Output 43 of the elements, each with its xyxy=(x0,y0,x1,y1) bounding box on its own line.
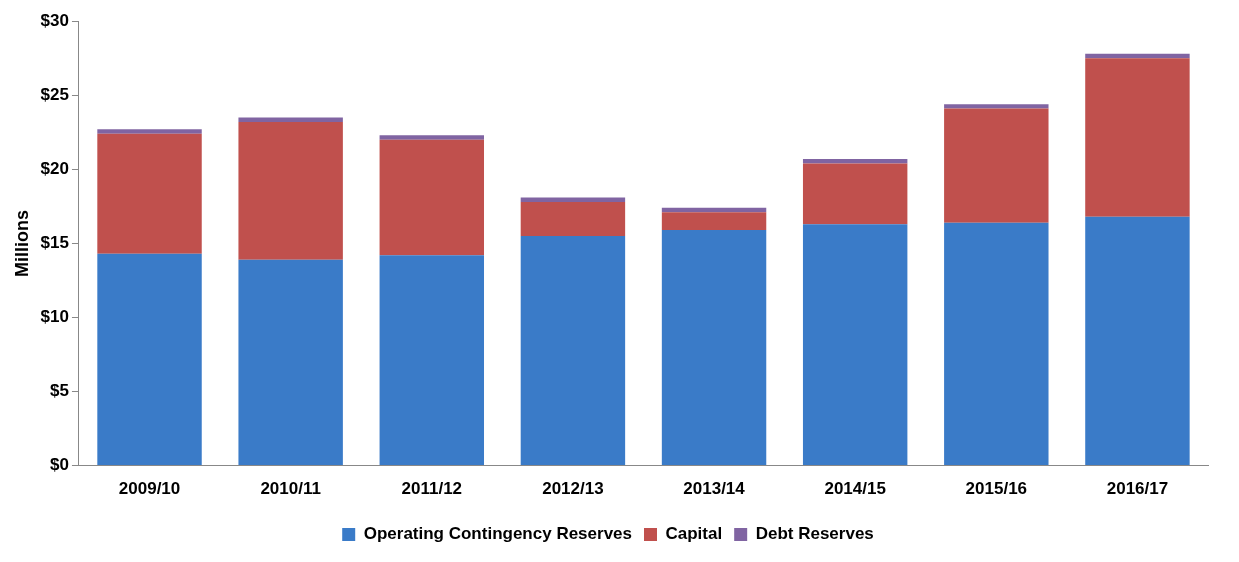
bar xyxy=(802,163,908,225)
bar xyxy=(379,255,485,466)
bar xyxy=(661,212,767,231)
x-tick-label: 2015/16 xyxy=(965,479,1028,499)
bar xyxy=(661,207,767,213)
bar xyxy=(97,129,202,134)
bar xyxy=(1085,216,1190,466)
bar xyxy=(238,259,343,466)
x-tick-label: 2011/12 xyxy=(401,479,463,499)
x-tick-label: 2009/10 xyxy=(118,479,181,499)
y-tick-label: $5 xyxy=(50,381,69,401)
legend-label: Operating Contingency Reserves xyxy=(363,524,633,544)
bar xyxy=(97,253,202,466)
y-tick-label: $15 xyxy=(40,233,69,253)
legend-label: Debt Reserves xyxy=(755,524,874,544)
bar xyxy=(802,158,908,164)
x-tick-label: 2013/14 xyxy=(683,479,746,499)
y-tick-label: $20 xyxy=(40,159,69,179)
bar xyxy=(379,139,485,256)
x-tick-label: 2010/11 xyxy=(260,479,321,499)
bar xyxy=(520,235,626,466)
bar xyxy=(1085,53,1190,59)
bar xyxy=(944,108,1049,223)
y-axis-title: Millions xyxy=(11,209,32,277)
x-tick-label: 2012/13 xyxy=(542,479,604,499)
y-tick-label: $30 xyxy=(40,10,69,30)
bar xyxy=(520,201,626,236)
y-tick-label: $25 xyxy=(40,84,69,104)
bar xyxy=(944,104,1049,109)
x-tick-label: 2014/15 xyxy=(824,479,886,499)
bar xyxy=(1085,58,1190,217)
bar xyxy=(661,230,767,466)
bar xyxy=(97,133,202,254)
x-tick-label: 2016/17 xyxy=(1106,479,1169,499)
bar xyxy=(238,121,343,260)
bar xyxy=(379,135,485,140)
legend-label: Capital xyxy=(665,524,723,544)
bar xyxy=(802,224,908,466)
bar xyxy=(944,222,1049,466)
y-tick-label: $0 xyxy=(50,455,69,475)
y-tick-label: $10 xyxy=(40,307,69,327)
bar xyxy=(520,197,626,202)
bar xyxy=(238,117,343,122)
